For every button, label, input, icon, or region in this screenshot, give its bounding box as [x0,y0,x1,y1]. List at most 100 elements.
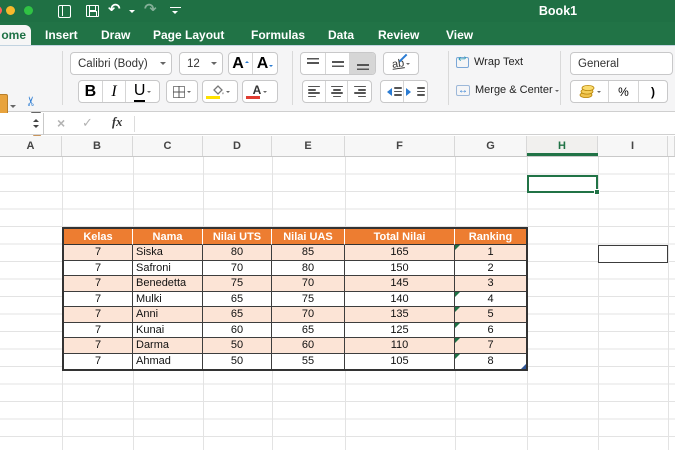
header-nama[interactable]: Nama [133,229,203,245]
cancel-icon[interactable]: × [57,115,66,131]
fill-color-button[interactable] [202,80,238,103]
cell-nama[interactable]: Mulki [133,291,203,307]
cell-uts[interactable]: 65 [203,291,272,307]
cell-kelas[interactable]: 7 [64,353,133,369]
formula-input[interactable] [136,113,675,135]
currency-button[interactable] [571,81,609,102]
enter-icon[interactable]: ✓ [82,115,93,130]
italic-button[interactable]: I [103,81,127,102]
cell-rank[interactable]: 2 [455,260,526,276]
increase-font-size-button[interactable]: A [229,53,254,74]
font-color-button[interactable]: A [242,80,278,103]
decrease-indent-button[interactable] [381,81,404,102]
underline-button[interactable]: U [126,81,159,102]
cell-rank[interactable]: 3 [455,276,526,292]
header-kelas[interactable]: Kelas [64,229,133,245]
zoom-window-button[interactable] [24,6,33,15]
cell-uas[interactable]: 65 [272,322,345,338]
comma-style-button[interactable]: ) [639,81,667,102]
column-header-f[interactable]: F [345,136,455,156]
cell-kelas[interactable]: 7 [64,338,133,354]
cell-uts[interactable]: 60 [203,322,272,338]
cell-nama[interactable]: Darma [133,338,203,354]
tab-draw[interactable]: Draw [101,28,131,42]
header-nilai-uts[interactable]: Nilai UTS [203,229,272,245]
cell-rank[interactable]: 6 [455,322,526,338]
cell-kelas[interactable]: 7 [64,260,133,276]
cell-uas[interactable]: 75 [272,291,345,307]
column-header-a[interactable]: A [0,136,62,156]
cell-total[interactable]: 125 [345,322,455,338]
tab-data[interactable]: Data [328,28,355,42]
column-header-c[interactable]: C [133,136,203,156]
cell-kelas[interactable]: 7 [64,276,133,292]
cell-rank[interactable]: 1 [455,245,526,261]
cut-icon[interactable]: ✂ [23,95,39,107]
header-ranking[interactable]: Ranking [455,229,526,245]
cell-uts[interactable]: 70 [203,260,272,276]
name-box[interactable] [0,113,44,135]
cell-uts[interactable]: 80 [203,245,272,261]
cell-total[interactable]: 150 [345,260,455,276]
active-cell-h[interactable] [527,175,600,195]
align-center-button[interactable] [326,81,349,102]
cell-uas[interactable]: 60 [272,338,345,354]
minimize-window-button[interactable] [6,6,15,15]
column-header-g[interactable]: G [455,136,527,156]
tab-view[interactable]: View [446,28,474,42]
paste-dropdown-caret-icon[interactable] [10,105,16,111]
cell-total[interactable]: 135 [345,307,455,323]
align-right-button[interactable] [348,81,371,102]
cell-uts[interactable]: 75 [203,276,272,292]
cell-rank[interactable]: 7 [455,338,526,354]
column-header-d[interactable]: D [203,136,272,156]
tab-review[interactable]: Review [378,28,420,42]
customize-toolbar-icon[interactable] [170,7,181,14]
cell-total[interactable]: 105 [345,353,455,369]
cell-uas[interactable]: 70 [272,276,345,292]
cell-uts[interactable]: 50 [203,338,272,354]
tab-insert[interactable]: Insert [45,28,78,42]
header-total-nilai[interactable]: Total Nilai [345,229,455,245]
tab-formulas[interactable]: Formulas [251,28,306,42]
cell-nama[interactable]: Safroni [133,260,203,276]
borders-button[interactable] [166,80,198,103]
cell-nama[interactable]: Ahmad [133,353,203,369]
column-header-b[interactable]: B [62,136,133,156]
percent-style-button[interactable]: % [609,81,639,102]
close-window-button[interactable] [0,6,2,15]
cell-rank[interactable]: 4 [455,291,526,307]
cell-total[interactable]: 145 [345,276,455,292]
decrease-font-size-button[interactable]: A [253,53,277,74]
header-nilai-uas[interactable]: Nilai UAS [272,229,345,245]
cell-kelas[interactable]: 7 [64,307,133,323]
cell-total[interactable]: 140 [345,291,455,307]
align-middle-button[interactable] [326,53,351,74]
bordered-cell-i[interactable] [598,245,668,263]
font-size-select[interactable]: 12 [179,52,223,75]
cell-uas[interactable]: 80 [272,260,345,276]
undo-icon[interactable]: ↶ [108,1,121,18]
number-format-select[interactable]: General [570,52,673,75]
cell-total[interactable]: 110 [345,338,455,354]
cell-nama[interactable]: Anni [133,307,203,323]
cell-rank[interactable]: 5 [455,307,526,323]
cell-uas[interactable]: 70 [272,307,345,323]
save-icon[interactable] [86,5,99,17]
align-left-button[interactable] [303,81,326,102]
column-header-h[interactable]: H [527,136,598,156]
cell-uts[interactable]: 65 [203,307,272,323]
cell-uts[interactable]: 50 [203,353,272,369]
merge-center-button[interactable]: ↔ Merge & Center [456,84,559,96]
cell-total[interactable]: 165 [345,245,455,261]
wrap-text-button[interactable]: ↩ Wrap Text [456,54,523,68]
name-box-stepper[interactable] [33,116,39,131]
align-bottom-button[interactable] [350,53,375,74]
tab-home[interactable]: ome [0,25,31,45]
cell-rank[interactable]: 8 [455,353,526,369]
tab-page-layout[interactable]: Page Layout [153,28,225,42]
increase-indent-button[interactable] [404,81,427,102]
font-name-select[interactable]: Calibri (Body) [70,52,172,75]
cell-nama[interactable]: Siska [133,245,203,261]
insert-function-icon[interactable]: fx [112,115,123,129]
